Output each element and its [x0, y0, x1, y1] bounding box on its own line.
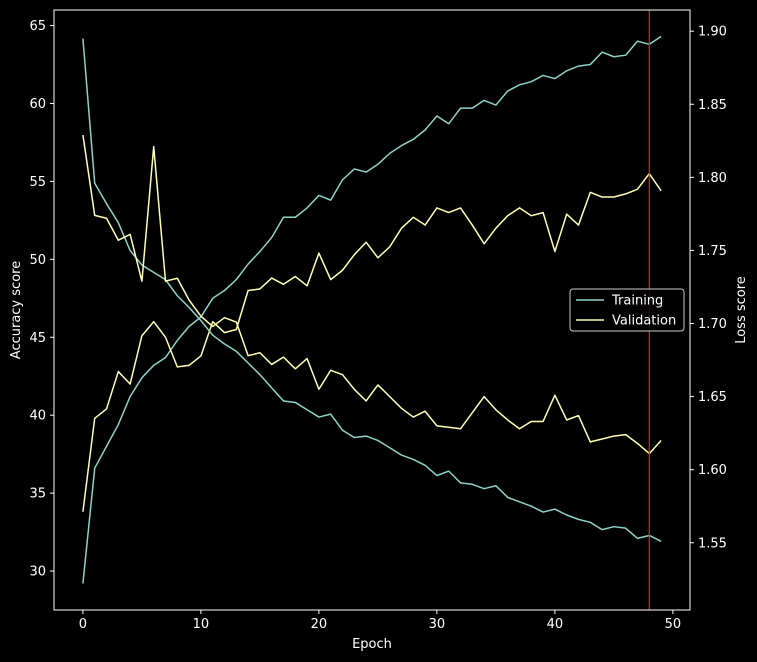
y-left-tick-label: 60 — [29, 97, 46, 112]
y-right-tick-label: 1.60 — [698, 463, 727, 478]
y-axis-left-label: Accuracy score — [9, 261, 24, 359]
legend: Training Validation — [569, 288, 685, 332]
y-right-tick-label: 1.85 — [698, 98, 727, 113]
y-right-tick-label: 1.70 — [698, 317, 727, 332]
y-left-tick-label: 55 — [29, 175, 46, 190]
legend-label-training: Training — [611, 294, 663, 309]
x-tick-label: 40 — [547, 617, 564, 632]
x-tick-label: 10 — [193, 617, 210, 632]
y-right-tick-label: 1.90 — [698, 25, 727, 40]
ticks-layer: 0 10 20 30 40 50 30 35 40 45 50 55 60 65 1.55 1.60 1.65 1… — [29, 19, 727, 632]
y-axis-right-label: Loss score — [734, 276, 749, 344]
legend-label-validation: Validation — [612, 314, 676, 329]
x-tick-label: 30 — [429, 617, 446, 632]
y-left-tick-label: 30 — [29, 565, 46, 580]
y-left-tick-label: 40 — [29, 409, 46, 424]
x-tick-label: 0 — [79, 617, 87, 632]
y-right-tick-label: 1.55 — [698, 536, 727, 551]
x-axis-label: Epoch — [352, 637, 392, 652]
y-right-tick-label: 1.75 — [698, 244, 727, 259]
y-left-tick-label: 35 — [29, 487, 46, 502]
x-tick-label: 50 — [665, 617, 682, 632]
series-line-validation-left — [82, 172, 662, 512]
x-tick-label: 20 — [311, 617, 328, 632]
series-layer — [82, 10, 662, 610]
y-left-tick-label: 50 — [29, 253, 46, 268]
plot-frame — [53, 9, 691, 611]
series-line-validation-right — [82, 134, 662, 455]
y-left-tick-label: 65 — [29, 19, 46, 34]
y-right-tick-label: 1.80 — [698, 171, 727, 186]
series-line-training-left — [82, 35, 662, 584]
y-left-tick-label: 45 — [29, 331, 46, 346]
y-right-tick-label: 1.65 — [698, 390, 727, 405]
series-line-training-right — [82, 38, 662, 542]
